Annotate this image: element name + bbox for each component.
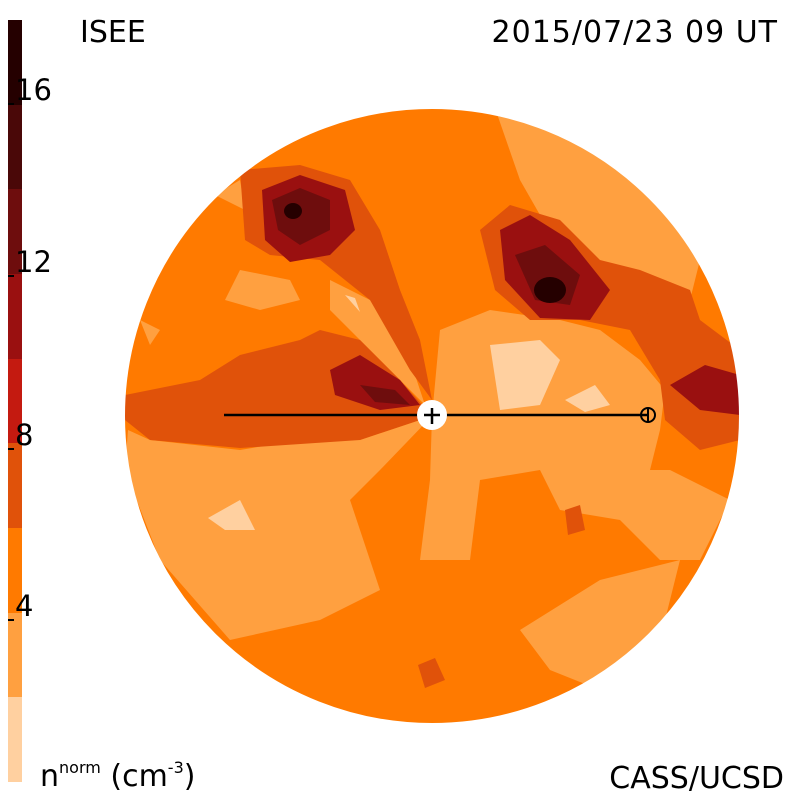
map-region-light [125, 416, 432, 640]
map-region-darker [360, 385, 410, 405]
map-region-pale [345, 295, 360, 312]
map-region-light [140, 320, 160, 345]
colorbar-segment [8, 189, 22, 275]
colorbar-segment [8, 697, 22, 783]
map-region-pale [565, 385, 610, 412]
map-region-pale [208, 500, 255, 530]
datetime-label: 2015/07/23 09 UT [491, 15, 778, 50]
colorbar-segment [8, 274, 22, 359]
map-region-light [225, 270, 300, 310]
colorbar-tick-12: 12 [8, 248, 52, 277]
colorbar-segment [8, 443, 22, 529]
colorbar-segment [8, 358, 22, 444]
colorbar-segment [8, 528, 22, 613]
map-region-darker [272, 188, 330, 245]
colorbar-segment [8, 20, 22, 105]
map-region-light [495, 108, 700, 300]
credit-label: CASS/UCSD [609, 761, 784, 796]
map-region-light [330, 280, 425, 405]
map-region-red [636, 308, 650, 322]
colorbar [8, 20, 22, 783]
colorbar-segment [8, 104, 22, 190]
source-label: ISEE [80, 15, 146, 50]
colorbar-tick-8: 8 [8, 421, 33, 450]
map-region-pale [490, 340, 560, 410]
map-peak [534, 277, 566, 303]
colorbar-segment [8, 612, 22, 698]
map-region-light [520, 560, 680, 690]
map-region-light [215, 180, 245, 210]
map-region-red [565, 505, 585, 535]
map-peak [284, 203, 302, 219]
map-region-dark [670, 365, 740, 415]
unit-label: nnorm (cm-3) [40, 758, 196, 794]
map-boundary [123, 107, 741, 725]
map-region-red [418, 658, 445, 688]
colorbar-tick-16: 16 [8, 76, 52, 105]
colorbar-tick-4: 4 [8, 592, 33, 621]
